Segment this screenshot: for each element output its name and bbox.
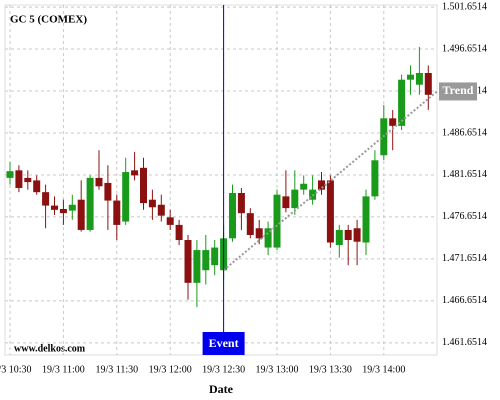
y-tick-label: 1.471.6514 [442,253,487,264]
candle-body [42,192,50,206]
x-tick-label: 19/3 11:30 [95,364,138,375]
candle-body [6,171,14,178]
candle-body [113,200,121,225]
candle-body [264,228,272,248]
y-tick-label: 1.501.6514 [442,1,487,12]
candle-body [362,196,370,243]
y-tick-label: 1.496.6514 [442,43,487,54]
candle-body [255,228,263,239]
x-tick-label: 19/3 11:00 [42,364,85,375]
x-tick-label: 19/3 14:00 [362,364,405,375]
x-tick-label: 19/3 13:00 [255,364,298,375]
x-axis-title: Date [209,382,234,396]
event-label-box [202,332,245,355]
candle-body [15,170,23,188]
watermark: www.delkos.com [14,343,86,354]
candle-body [68,204,76,211]
x-tick-label: 19/3 12:30 [202,364,245,375]
candle-body [33,180,41,193]
candle-body [415,72,423,85]
candle-body [344,229,352,241]
candle-body [202,250,210,271]
candle-body [104,182,112,201]
candle-body [86,177,94,230]
candle-body [318,180,325,190]
candle-body [148,199,156,208]
candle-body [335,229,343,246]
x-tick-label: 19/3 13:30 [309,364,352,375]
candle-body [166,217,174,225]
event-label: Event [209,336,239,350]
candle-body [237,193,245,214]
chart-title: GC 5 (COMEX) [10,14,87,26]
candle-body [140,167,147,204]
candle-body [424,72,432,95]
candle-body [246,213,254,235]
y-tick-label: 1.486.6514 [442,127,487,138]
candle-body [157,204,165,216]
x-tick-label: 19/3 10:30 [0,364,32,375]
candle-body [59,208,67,214]
candle-body [24,177,32,183]
candle-body [229,193,236,239]
candle-body [193,250,201,283]
y-tick-label: 1.461.6514 [442,337,487,348]
candle-body [282,196,290,209]
candle-body [95,177,103,187]
candle-body [77,199,85,230]
candle-body [291,189,299,209]
candle-body [300,183,308,190]
candle-body [184,240,192,283]
candle-body [175,224,183,241]
candle-body [389,118,397,126]
candle-body [122,172,130,222]
candle-body [371,160,379,197]
y-tick-label: 1.481.6514 [442,169,487,180]
candle-body [326,180,334,243]
y-tick-label: 1.476.6514 [442,211,487,222]
candle-body [273,194,281,248]
candle-body [51,205,58,210]
candle-body [407,74,414,80]
trend-label: Trend [443,83,474,97]
candle-body [398,79,406,126]
candle-body [131,170,139,176]
candle-body [211,247,219,266]
y-tick-label: 1.466.6514 [442,295,487,306]
trend-label-box [439,82,477,101]
x-tick-label: 19/3 12:00 [149,364,192,375]
candle-body [353,228,361,242]
